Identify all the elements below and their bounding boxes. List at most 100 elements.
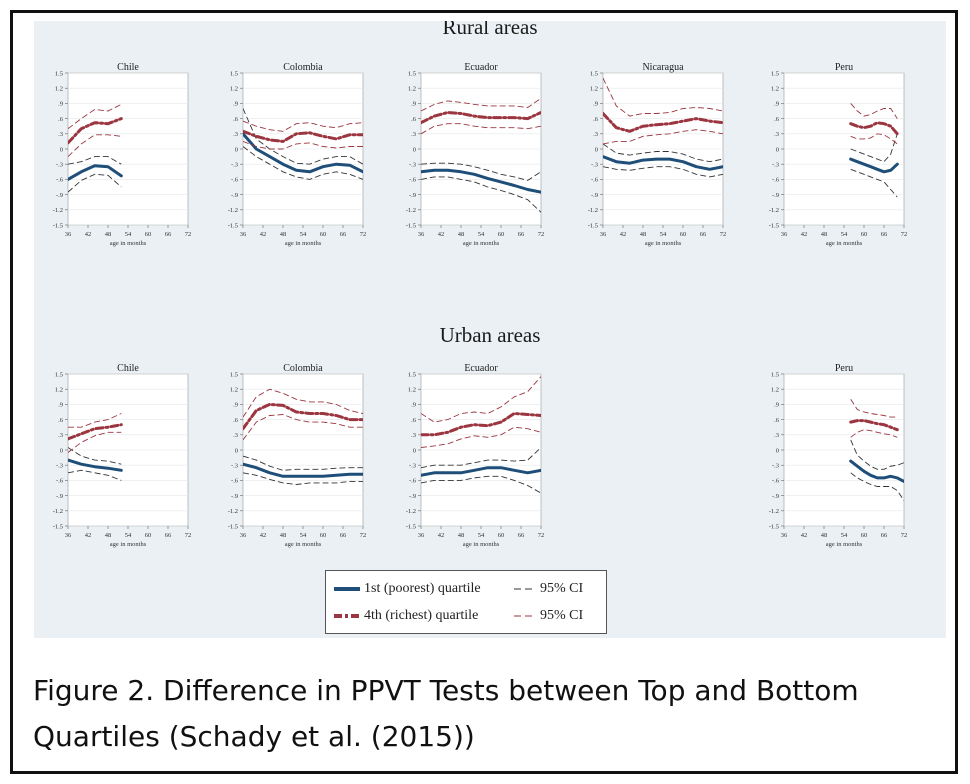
y-tick-label: .3: [774, 131, 779, 138]
subplot-title: Colombia: [283, 62, 323, 73]
x-tick-label: 60: [861, 231, 868, 238]
y-tick-label: .9: [411, 402, 416, 409]
rural-section-title: Rural areas: [442, 21, 538, 39]
legend-row-q1: 1st (poorest) quartile 95% CI: [326, 578, 606, 602]
x-tick-label: 42: [801, 532, 808, 539]
ci-upper-q4: [68, 413, 122, 428]
ci-upper-q1: [68, 447, 122, 465]
x-tick-label: 36: [781, 532, 788, 539]
x-tick-label: 42: [260, 231, 267, 238]
series-line-q1: [603, 155, 723, 171]
y-tick-label: -1.5: [53, 523, 63, 530]
y-tick-label: .9: [774, 402, 779, 409]
y-tick-label: -.9: [231, 493, 238, 500]
y-tick-label: .6: [774, 116, 780, 123]
y-tick-label: .3: [233, 131, 238, 138]
y-tick-label: -.6: [409, 478, 417, 485]
y-tick-label: 1.2: [408, 387, 416, 394]
x-tick-label: 48: [640, 231, 647, 238]
y-tick-label: -1.5: [228, 523, 238, 530]
series-line-q4: [68, 117, 123, 145]
x-axis-label: age in months: [285, 541, 322, 548]
ci-lower-q1: [243, 472, 363, 485]
x-tick-label: 60: [320, 532, 327, 539]
subplot-rural-chile: Chile 1.5 1.2 .9 .6 .3 0 -.3 -.6 -.9 -1.2 -1.536 42 4…: [53, 62, 192, 247]
x-axis-label: age in months: [463, 240, 500, 247]
y-tick-label: 0: [776, 447, 779, 454]
subplot-rural-nicaragua: Nicaragua 1.5 1.2 .9 .6 .3 0 -.3 -.6 -.9 -1.2 -1.53…: [588, 62, 727, 247]
y-tick-label: .3: [411, 432, 416, 439]
y-tick-label: .3: [411, 131, 416, 138]
y-tick-label: -.6: [772, 177, 780, 184]
y-tick-label: 0: [235, 146, 238, 153]
x-tick-label: 54: [841, 231, 848, 238]
y-tick-label: .6: [58, 116, 64, 123]
y-tick-label: -1.5: [406, 222, 416, 229]
y-tick-label: -1.5: [769, 523, 779, 530]
y-tick-label: 1.2: [55, 86, 63, 93]
y-tick-label: .9: [58, 402, 63, 409]
ci-upper-q1: [243, 455, 363, 471]
ci-lower-q4: [243, 414, 363, 441]
y-tick-label: -.3: [56, 463, 63, 470]
y-tick-label: .6: [233, 116, 239, 123]
x-tick-label: 72: [185, 532, 192, 539]
y-tick-label: -.3: [56, 162, 63, 169]
x-tick-label: 36: [65, 532, 72, 539]
y-tick-label: .6: [411, 116, 417, 123]
legend: 1st (poorest) quartile 95% CI 4th (riche…: [325, 570, 607, 634]
x-axis-label: age in months: [826, 240, 863, 247]
ci-lower-q1: [68, 173, 122, 193]
y-tick-label: .9: [774, 101, 779, 108]
x-tick-label: 48: [105, 532, 112, 539]
legend-row-q4: 4th (richest) quartile 95% CI: [326, 605, 606, 629]
x-tick-label: 60: [498, 231, 505, 238]
y-tick-label: 1.5: [408, 371, 416, 378]
x-axis-label: age in months: [285, 240, 322, 247]
subplot-urban-ecuador: Ecuador 1.5 1.2 .9 .6 .3 0 -.3 -.6 -.9 -1.2 -1.536 4…: [406, 363, 545, 548]
y-tick-label: -.9: [772, 493, 779, 500]
y-tick-label: -.9: [409, 493, 416, 500]
x-tick-label: 48: [280, 231, 287, 238]
y-tick-label: -1.2: [228, 207, 238, 214]
x-tick-label: 66: [518, 532, 525, 539]
ci-lower-q4: [850, 429, 898, 438]
urban-section-title: Urban areas: [439, 323, 541, 347]
ci-lower-q4: [421, 123, 541, 135]
y-tick-label: -.9: [772, 192, 779, 199]
y-tick-label: 0: [413, 146, 416, 153]
subplot-urban-chile: Chile 1.5 1.2 .9 .6 .3 0 -.3 -.6 -.9 -1.2 -1.536 42 4…: [53, 363, 192, 548]
series-line-q1: [849, 459, 904, 483]
x-tick-label: 72: [185, 231, 192, 238]
y-tick-label: 1.5: [590, 70, 598, 77]
y-tick-label: -1.2: [588, 207, 598, 214]
y-tick-label: .6: [411, 417, 417, 424]
x-tick-label: 60: [145, 532, 152, 539]
y-tick-label: .3: [58, 131, 63, 138]
y-tick-label: -1.2: [53, 207, 63, 214]
ci-lower-q1: [421, 475, 541, 494]
ci-upper-q1: [421, 162, 541, 181]
x-tick-label: 72: [901, 231, 908, 238]
x-tick-label: 60: [145, 231, 152, 238]
y-tick-label: -1.5: [406, 523, 416, 530]
x-tick-label: 36: [418, 231, 425, 238]
x-tick-label: 54: [660, 231, 667, 238]
ci-upper-q4: [850, 399, 898, 418]
y-tick-label: 1.2: [408, 86, 416, 93]
y-tick-label: -1.2: [406, 508, 416, 515]
y-tick-label: .6: [774, 417, 780, 424]
x-tick-label: 48: [821, 532, 828, 539]
series-line-q1: [849, 157, 899, 174]
y-tick-label: -.3: [772, 463, 779, 470]
ci-lower-q4: [421, 426, 541, 448]
y-tick-label: 1.5: [771, 70, 779, 77]
y-tick-label: 1.2: [230, 387, 238, 394]
series-line-q4: [243, 129, 363, 143]
y-tick-label: -.3: [772, 162, 779, 169]
x-tick-label: 54: [300, 532, 307, 539]
y-tick-label: -.6: [772, 478, 780, 485]
y-tick-label: .3: [593, 131, 598, 138]
ci-lower-q1: [603, 166, 723, 178]
x-tick-label: 72: [360, 231, 367, 238]
